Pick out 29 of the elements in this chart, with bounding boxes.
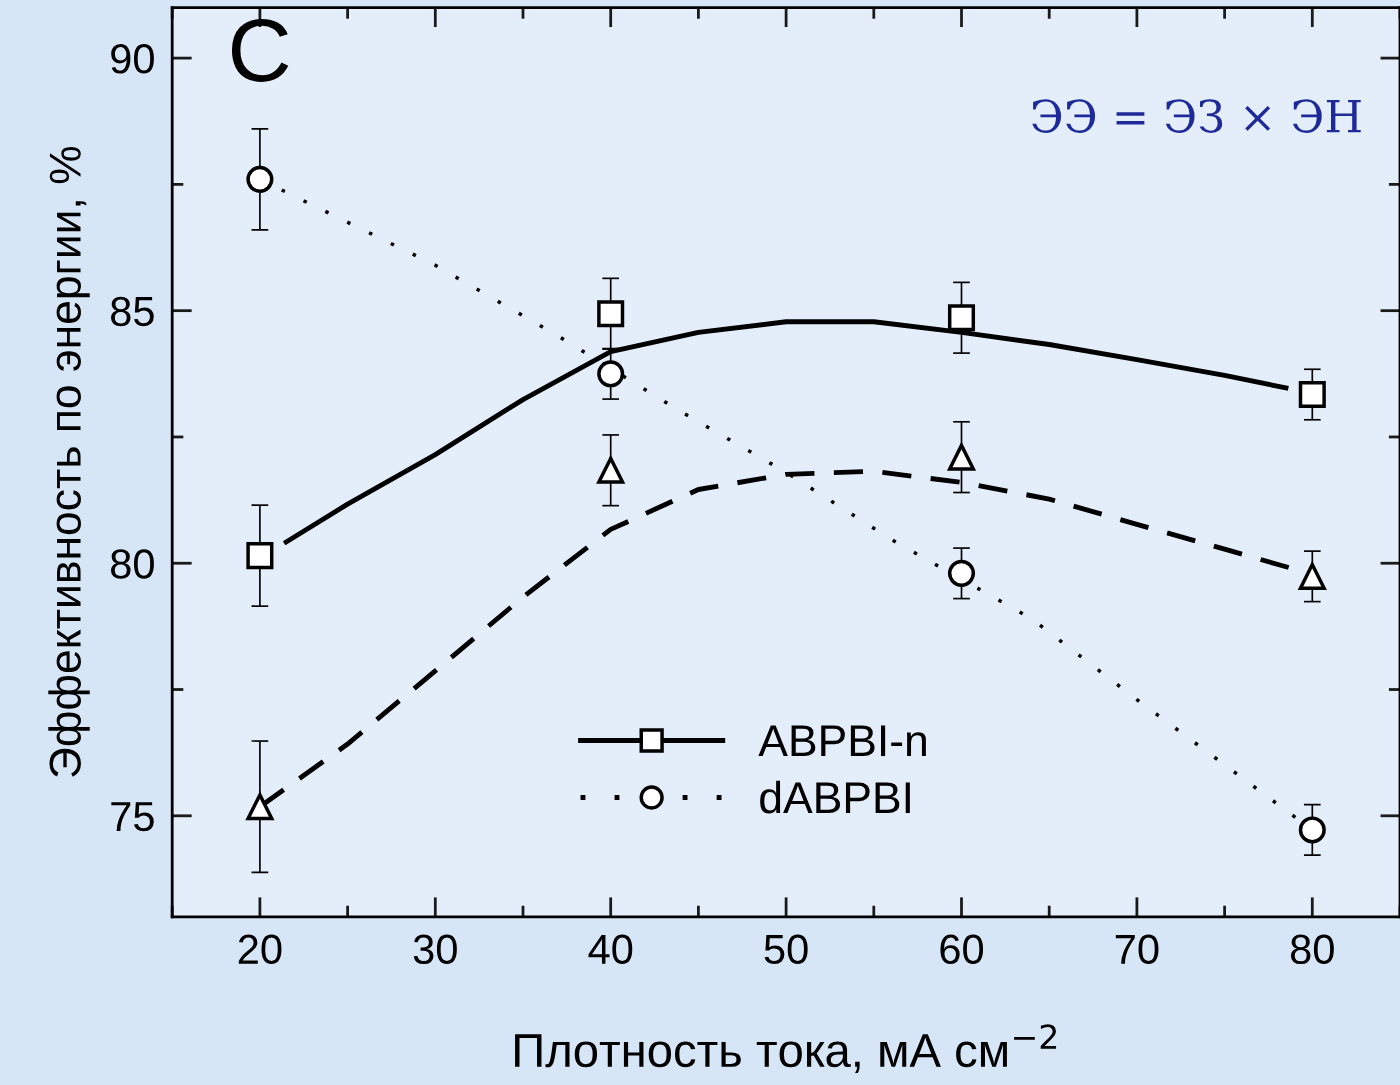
point xyxy=(597,456,625,484)
y-tick-label: 80 xyxy=(111,549,154,579)
legend-label: ABPBI-n xyxy=(758,725,926,757)
x-tick-label: 50 xyxy=(764,934,808,965)
point xyxy=(1298,562,1326,590)
x-tick-label: 20 xyxy=(238,934,282,965)
point xyxy=(1298,380,1326,409)
x-axis-title: Плотность тока, мА см$^{−2}$ xyxy=(515,1024,1057,1073)
x-tick-label: 70 xyxy=(1115,934,1159,965)
point xyxy=(947,559,976,587)
x-tick-label: 30 xyxy=(413,934,457,965)
x-tick-label: 60 xyxy=(940,934,984,965)
point xyxy=(246,542,274,570)
legend-label: dABPBI xyxy=(760,780,910,814)
point xyxy=(246,793,274,821)
x-tick-label: 80 xyxy=(1290,934,1334,965)
point xyxy=(597,300,625,328)
y-tick-label: 75 xyxy=(111,802,154,832)
point xyxy=(597,360,625,388)
point xyxy=(1298,816,1326,844)
x-tick-label: 40 xyxy=(588,934,633,965)
point xyxy=(947,304,976,332)
point xyxy=(947,443,976,471)
annotation: ЭЭ = ЭЗ × ЭН xyxy=(1032,99,1361,133)
point xyxy=(246,165,274,193)
y-axis-title: Эффективность по энергии, % xyxy=(48,146,90,777)
y-tick-label: 90 xyxy=(111,44,154,74)
annotation: C xyxy=(231,19,289,82)
y-tick-label: 85 xyxy=(111,296,154,327)
